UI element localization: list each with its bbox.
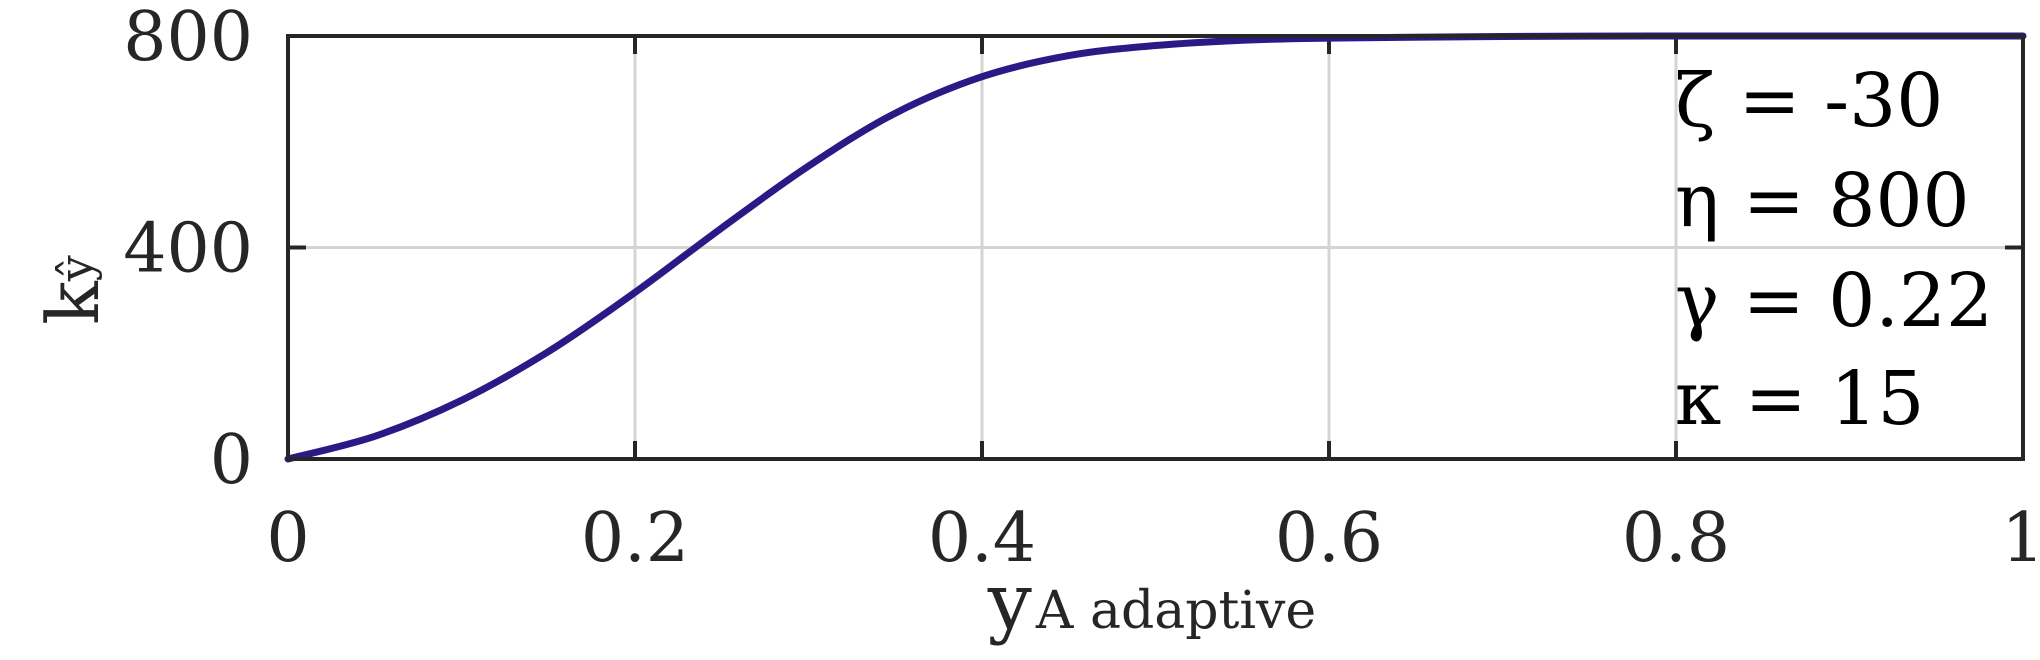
- x-tick-label: 0.4: [928, 499, 1036, 578]
- x-axis-label: yA adaptive: [987, 557, 1316, 647]
- y-tick-label: 0: [210, 421, 253, 500]
- y-axis-label: kŷ: [31, 255, 115, 325]
- plot-frame: [286, 34, 2025, 461]
- y-axis-label-main: k: [31, 280, 115, 325]
- annotation-zeta: ζ = -30: [1675, 58, 1943, 144]
- annotation-kappa: κ = 15: [1675, 356, 1924, 442]
- x-tick-label: 0.8: [1622, 499, 1730, 578]
- x-axis-label-sub: A adaptive: [1035, 581, 1316, 641]
- x-axis-label-main: y: [987, 557, 1032, 647]
- y-axis-label-sub: ŷ: [49, 255, 103, 282]
- x-tick-label: 0: [266, 499, 309, 578]
- x-tick-label: 0.2: [581, 499, 689, 578]
- annotation-eta: η = 800: [1675, 158, 1970, 244]
- x-tick-label: 0.6: [1275, 499, 1383, 578]
- x-tick-label: 1: [2001, 499, 2040, 578]
- tick-labels: 0 0.2 0.4 0.6 0.8 1 0 400 800: [123, 0, 2040, 578]
- annotation-gamma: γ = 0.22: [1675, 258, 1993, 344]
- y-tick-label: 800: [123, 0, 253, 77]
- grid-lines: [288, 36, 2023, 459]
- y-tick-label: 400: [123, 210, 253, 289]
